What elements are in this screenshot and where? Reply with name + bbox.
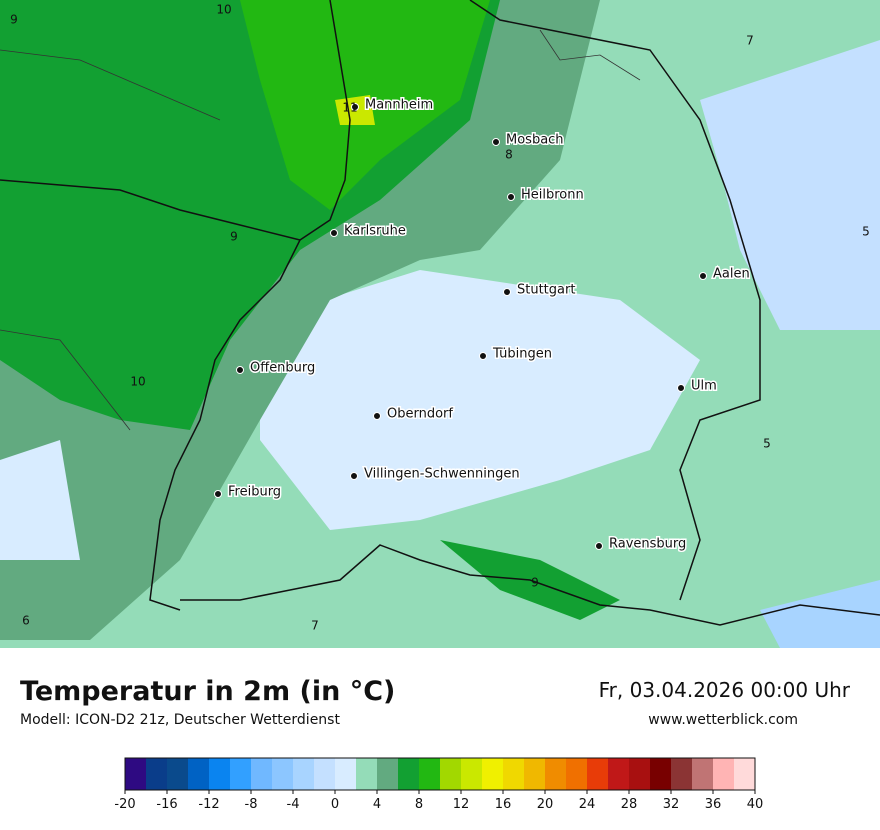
colorbar: -20 -16 -12 -8 -4 0 4 8 12 16 20 24 28 32 36 40 [114,757,764,812]
tick-label: -16 [156,797,177,812]
scale-swatch [251,758,273,790]
city-label: Ravensburg [609,537,686,552]
city-dot [373,412,381,420]
city-dot [503,288,511,296]
title: Temperatur in 2m (in °C) [20,676,395,707]
scale-swatch [188,758,210,790]
scale-swatch [608,758,630,790]
scale-swatch [734,758,756,790]
city-dot [350,472,358,480]
scale-swatch [377,758,399,790]
scale-swatch [482,758,504,790]
city-label: Aalen [713,267,750,282]
city-label: Offenburg [250,361,315,376]
tick-label: 4 [373,797,381,812]
city-label: Mosbach [506,133,564,148]
city-label: Ulm [691,379,717,394]
scale-swatch [125,758,147,790]
scale-swatch [314,758,336,790]
area-cold [260,270,700,530]
contour-label: 5 [862,225,870,239]
city-dot [351,103,359,111]
area-lightblue [700,40,880,330]
area-west [0,440,80,560]
scale-swatch [272,758,294,790]
website: www.wetterblick.com [648,712,798,728]
contour-label: 10 [130,375,145,389]
city-dot [595,542,603,550]
scale-swatch [230,758,252,790]
city-dot [330,229,338,237]
scale-swatch [419,758,441,790]
city-label: Freiburg [228,485,281,500]
tick-label: -12 [198,797,219,812]
city-label: Mannheim [365,98,433,113]
tick-label: -4 [287,797,300,812]
city-dot [479,352,487,360]
city-dot [507,193,515,201]
tick-label: -8 [245,797,258,812]
scale-swatch [650,758,672,790]
city-label: Stuttgart [517,283,575,298]
scale-swatch [545,758,567,790]
tick-label: 20 [537,797,554,812]
tick-label: -20 [114,797,135,812]
contour-label: 9 [230,230,238,244]
scale-swatch [629,758,651,790]
contour-label: 7 [746,34,754,48]
city-dot [492,138,500,146]
city-label: Oberndorf [387,407,453,422]
tick-label: 40 [747,797,764,812]
tick-label: 12 [453,797,470,812]
footer [0,648,880,830]
contour-label: 8 [505,148,513,162]
city-dot [214,490,222,498]
city-label: Heilbronn [521,188,584,203]
scale-swatch [461,758,483,790]
tick-label: 28 [621,797,638,812]
subtitle: Modell: ICON-D2 21z, Deutscher Wetterdie… [20,712,340,728]
scale-swatch [671,758,693,790]
scale-swatch [335,758,357,790]
contour-label: 5 [763,437,771,451]
scale-swatch [293,758,315,790]
borders [0,0,880,626]
city-label: Karlsruhe [344,224,406,239]
scale-swatch [209,758,231,790]
tick-label: 32 [663,797,680,812]
scale-swatch [524,758,546,790]
map [0,0,880,648]
scale-swatch [713,758,735,790]
datetime: Fr, 03.04.2026 00:00 Uhr [599,678,851,702]
scale-swatch [566,758,588,790]
city-dot [677,384,685,392]
scale-swatch [503,758,525,790]
tick-label: 8 [415,797,423,812]
contour-label: 9 [531,576,539,590]
contour-label: 6 [22,614,30,628]
scale-swatch [440,758,462,790]
tick-label: 16 [495,797,512,812]
contour-label: 10 [216,3,231,17]
colorbar-frame [124,757,756,791]
contour-label: 7 [311,619,319,633]
scale-swatch [167,758,189,790]
city-label: Villingen-Schwenningen [364,467,520,482]
scale-swatch [146,758,168,790]
tick-label: 0 [331,797,339,812]
scale-swatch [356,758,378,790]
city-dot [236,366,244,374]
area-se [760,580,880,648]
district-lines [0,29,641,431]
scale-swatch [398,758,420,790]
contour-label: 11 [342,101,357,115]
scale-swatch [692,758,714,790]
city-dot [699,272,707,280]
city-label: Tübingen [492,347,552,362]
scale-swatch [587,758,609,790]
contour-label: 9 [10,13,18,27]
tick-label: 24 [579,797,596,812]
tick-label: 36 [705,797,722,812]
